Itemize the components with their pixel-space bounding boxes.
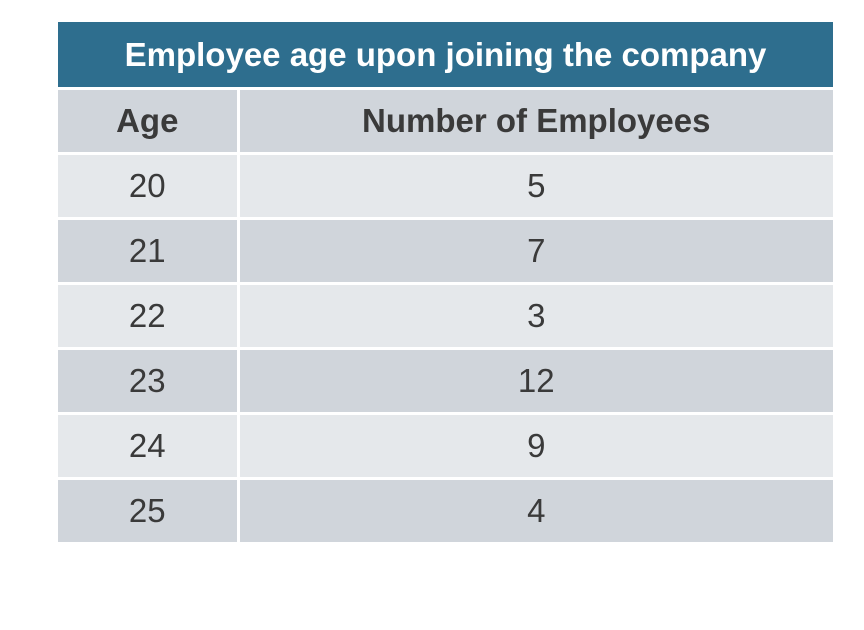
cell-age: 20	[58, 152, 240, 220]
cell-number-of-employees: 4	[236, 477, 833, 542]
cell-age: 21	[58, 217, 240, 285]
data-table-container: Employee age upon joining the company Ag…	[58, 22, 833, 542]
cell-number-of-employees: 3	[236, 282, 833, 350]
cell-age: 23	[58, 347, 240, 415]
table-row: 24 9	[58, 412, 833, 480]
cell-number-of-employees: 9	[236, 412, 833, 480]
cell-age: 24	[58, 412, 240, 480]
cell-number-of-employees: 7	[236, 217, 833, 285]
column-header-age: Age	[58, 90, 240, 155]
table-title: Employee age upon joining the company	[58, 22, 833, 87]
table-row: 22 3	[58, 282, 833, 350]
table-body: 20 5 21 7 22 3 23 12 24 9 25 4	[58, 152, 833, 542]
cell-age: 22	[58, 282, 240, 350]
cell-number-of-employees: 12	[236, 347, 833, 415]
table-row: 23 12	[58, 347, 833, 415]
column-header-number-of-employees: Number of Employees	[236, 90, 833, 155]
table-row: 25 4	[58, 477, 833, 542]
header-row: Age Number of Employees	[58, 90, 833, 155]
table-row: 20 5	[58, 152, 833, 220]
age-table: Age Number of Employees 20 5 21 7 22 3 23 12 24 9…	[58, 90, 833, 542]
cell-number-of-employees: 5	[236, 152, 833, 220]
table-row: 21 7	[58, 217, 833, 285]
cell-age: 25	[58, 477, 240, 542]
